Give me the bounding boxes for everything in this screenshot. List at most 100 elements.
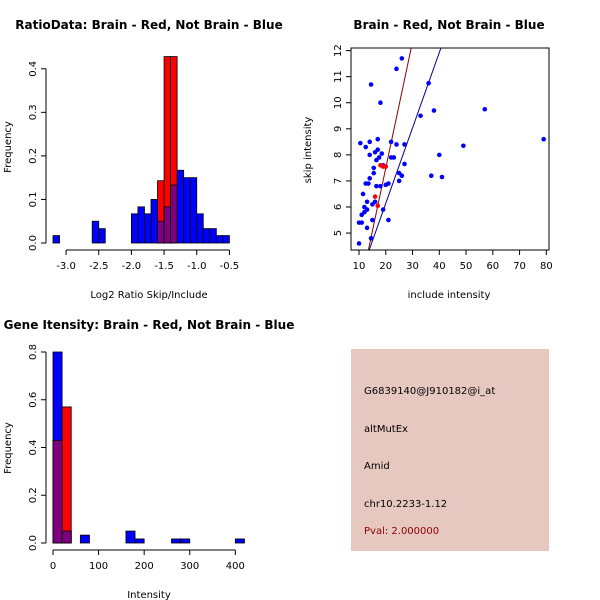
y-tick-label: 0.6 <box>28 392 39 408</box>
x-tick-label: -2.5 <box>89 261 109 272</box>
not-brain-bar <box>98 228 106 244</box>
not-brain-point <box>439 174 445 180</box>
y-tick-label: 10 <box>333 96 344 109</box>
not-brain-point <box>364 199 370 205</box>
not-brain-point <box>363 144 369 150</box>
event-type: altMutEx <box>364 424 408 435</box>
not-brain-point <box>391 155 397 160</box>
y-tick-label: 0.0 <box>28 235 39 251</box>
not-brain-bar <box>215 235 224 244</box>
y-tick-label: 0.1 <box>28 191 39 207</box>
not-brain-point <box>367 139 373 145</box>
not-brain-point <box>402 142 407 147</box>
not-brain-bar <box>130 213 139 244</box>
x-tick-label: 400 <box>226 561 245 572</box>
scatter-axes: 10 20 30 40 50 60 70 80 5 6 7 8 9 10 11 12 <box>333 44 553 272</box>
not-brain-bar <box>137 206 145 244</box>
not-brain-bar <box>79 534 90 544</box>
y-tick-label: 0.8 <box>28 344 39 360</box>
not-brain-point <box>356 241 362 246</box>
not-brain-point <box>367 152 373 158</box>
not-brain-point <box>426 80 431 86</box>
not-brain-point <box>436 152 442 158</box>
not-brain-point <box>386 217 391 223</box>
intensity-histogram: Gene Itensity: Brain - Red, Not Brain - … <box>3 318 294 600</box>
scatter-title: Brain - Red, Not Brain - Blue <box>353 18 544 32</box>
not-brain-bar <box>150 199 158 244</box>
y-tick-label: 8 <box>333 152 344 158</box>
not-brain-point <box>370 217 375 223</box>
not-brain-point <box>371 170 377 176</box>
brain-point <box>383 164 389 169</box>
not-brain-bar <box>91 220 100 244</box>
not-brain-bar <box>202 228 211 244</box>
overlap-bar <box>163 206 171 244</box>
y-tick-label: 12 <box>333 44 344 57</box>
y-tick-label: 11 <box>333 70 344 83</box>
not-brain-bar <box>234 538 245 544</box>
overlap-bar <box>61 530 72 544</box>
not-brain-bar <box>196 213 204 244</box>
not-brain-point <box>368 82 374 87</box>
not-brain-point <box>374 183 379 189</box>
not-brain-bar <box>222 235 230 244</box>
scatter-points <box>356 56 546 246</box>
not-brain-point <box>399 173 405 179</box>
intensity-histogram-ylabel: Frequency <box>3 422 14 474</box>
not-brain-point <box>378 183 383 189</box>
y-tick-label: 0.4 <box>28 440 39 456</box>
not-brain-point <box>482 106 488 112</box>
scatter-plot-box <box>350 47 550 251</box>
y-tick-label: 5 <box>333 230 344 236</box>
x-tick-label: 70 <box>513 261 526 272</box>
not-brain-point <box>380 207 386 212</box>
x-tick-label: -2.0 <box>122 261 142 272</box>
intensity-histogram-axes: 0 100 200 300 400 0.0 0.2 0.4 0.6 0.8 <box>28 344 245 572</box>
p-value: Pval: 2.000000 <box>364 526 440 537</box>
x-tick-label: 0 <box>50 561 56 572</box>
not-brain-bar <box>176 169 185 244</box>
x-tick-label: 300 <box>180 561 199 572</box>
fit-line <box>367 48 412 250</box>
x-tick-label: 200 <box>135 561 154 572</box>
not-brain-point <box>541 136 546 142</box>
y-tick-label: 0.4 <box>28 61 39 77</box>
ratio-histogram-axes: -3.0 -2.5 -2.0 -1.5 -1.0 -0.5 0.0 0.1 0.2 0.3 0.4 <box>28 61 239 272</box>
not-brain-point <box>402 161 407 167</box>
x-tick-label: -0.5 <box>220 261 240 272</box>
not-brain-bar <box>144 213 152 244</box>
scatter-xlabel: include intensity <box>408 290 491 301</box>
x-tick-label: 20 <box>379 261 392 272</box>
not-brain-point <box>386 181 391 186</box>
not-brain-point <box>378 100 383 106</box>
y-tick-label: 9 <box>333 126 344 132</box>
x-tick-label: 80 <box>540 261 553 272</box>
ratio-histogram-title: RatioData: Brain - Red, Not Brain - Blue <box>15 18 282 32</box>
gene-name: Amid <box>364 461 390 472</box>
not-brain-point <box>394 66 399 72</box>
not-brain-bar <box>183 177 191 244</box>
x-tick-label: -3.0 <box>56 261 76 272</box>
x-tick-label: 100 <box>89 561 108 572</box>
overlap-bar <box>170 184 178 244</box>
not-brain-bar <box>209 228 217 244</box>
not-brain-point <box>431 108 437 113</box>
not-brain-point <box>375 136 381 142</box>
not-brain-point <box>388 139 394 145</box>
not-brain-bar <box>52 235 60 244</box>
overlap-bar <box>52 439 63 544</box>
brain-point <box>372 194 378 199</box>
not-brain-bar <box>134 538 145 544</box>
intensity-histogram-xlabel: Intensity <box>127 590 171 600</box>
not-brain-bar <box>125 530 136 544</box>
not-brain-point <box>375 147 381 152</box>
info-panel: G6839140@J910182@i_at altMutEx Amid chr1… <box>351 349 549 551</box>
not-brain-point <box>371 165 377 171</box>
ratio-histogram-bars <box>52 56 230 244</box>
ratio-histogram-xlabel: Log2 Ratio Skip/Include <box>90 290 207 301</box>
intensity-histogram-bars <box>52 351 245 544</box>
not-brain-point <box>358 140 363 146</box>
not-brain-point <box>399 56 405 61</box>
not-brain-point <box>368 235 374 241</box>
